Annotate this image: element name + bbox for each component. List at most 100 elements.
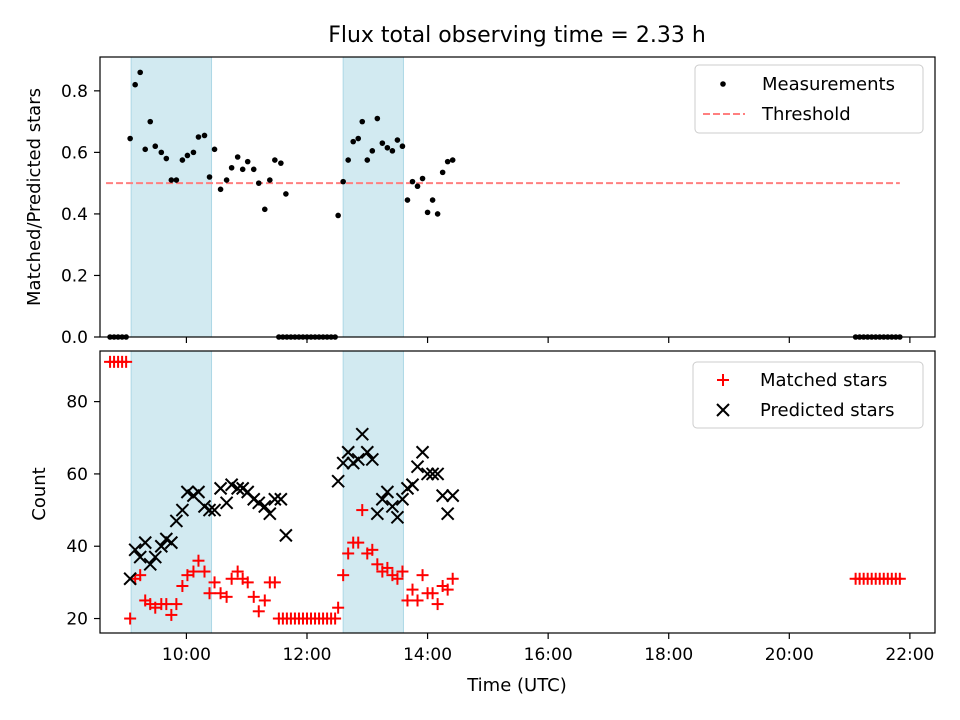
matched-stars-point <box>401 594 414 607</box>
legend-matched-marker <box>717 374 729 386</box>
measurements-point <box>168 177 175 183</box>
y-tick-label: 60 <box>66 465 88 485</box>
measurements-point <box>409 178 416 185</box>
y-tick-label: 80 <box>66 393 88 413</box>
predicted-stars-point <box>123 572 137 586</box>
predicted-stars-point <box>440 506 455 521</box>
predicted-stars-point <box>435 488 450 503</box>
x-tick-label: 22:00 <box>885 645 934 665</box>
count-panel-frame <box>99 350 936 634</box>
predicted-stars-point <box>331 474 345 488</box>
ratio-legend-box <box>694 64 924 134</box>
matched-stars-point <box>247 590 260 603</box>
predicted-stars-point <box>252 496 266 510</box>
count-panel-legend: Matched stars Predicted stars <box>692 361 924 429</box>
matched-stars-point <box>225 572 238 585</box>
measurements-point <box>163 155 170 162</box>
predicted-stars-point <box>191 485 206 499</box>
matched-stars-point <box>231 565 244 578</box>
y-tick-label: 20 <box>66 610 88 630</box>
predicted-stars-point <box>268 492 282 506</box>
predicted-stars-point <box>128 543 142 557</box>
predicted-stars-point <box>224 478 239 492</box>
predicted-stars-point <box>341 445 355 459</box>
ratio-panel-legend: Measurements Threshold <box>694 64 924 134</box>
ratio-panel-frame <box>99 56 936 338</box>
measurements-point <box>211 146 218 153</box>
measurements-point <box>147 118 154 125</box>
measurements-point <box>132 81 138 88</box>
legend-predicted-label: Predicted stars <box>760 400 894 421</box>
x-axis-label: Time (UTC) <box>466 675 567 696</box>
predicted-stars-point <box>410 459 425 474</box>
matched-stars-point <box>165 608 178 621</box>
legend-measurements-label: Measurements <box>762 74 895 95</box>
measurements-point <box>345 157 351 163</box>
predicted-stars-point <box>154 539 169 553</box>
ratio-panel-shaded-intervals <box>130 56 404 338</box>
matched-stars-point <box>441 583 454 596</box>
measurements-point <box>261 206 268 213</box>
measurements-point <box>399 143 406 150</box>
predicted-stars-point <box>351 452 365 467</box>
y-tick-label: 0.6 <box>61 143 88 163</box>
count-panel-ylabel: Count <box>29 467 50 520</box>
matched-stars-point <box>160 598 173 611</box>
matched-stars-point <box>120 355 133 368</box>
predicted-stars-point <box>380 485 395 499</box>
measurements-point <box>364 157 371 163</box>
predicted-stars-point <box>133 550 147 564</box>
matched-stars-point <box>332 601 345 614</box>
measurements-point <box>228 164 235 171</box>
measurements-point <box>384 144 391 151</box>
ratio-panel-y-ticks: 0.0 0.2 0.4 0.6 0.8 <box>61 82 100 348</box>
predicted-stars-point <box>336 456 350 470</box>
predicted-stars-point <box>207 503 222 517</box>
count-panel-y-ticks: 20 40 60 80 <box>66 393 100 630</box>
measurements-point <box>335 212 341 219</box>
count-panel: 10:00 12:00 14:00 16:00 18:00 20:00 22:00 20 40… <box>29 350 936 696</box>
measurements-point <box>394 137 401 143</box>
matched-stars-point <box>426 587 439 600</box>
ratio-panel: 0.00.20.40.60.8 Matched/Predicted stars … <box>24 56 936 348</box>
predicted-stars-point <box>138 535 152 550</box>
measurements-point <box>374 115 381 122</box>
measurements-point <box>434 211 441 217</box>
legend-threshold-label: Threshold <box>761 104 851 125</box>
predicted-stars-point <box>385 499 400 514</box>
measurements-point <box>239 166 246 173</box>
measurements-point <box>369 148 376 154</box>
matched-stars-point <box>192 554 205 567</box>
measurements-point <box>179 157 186 163</box>
measurements-point <box>404 197 411 203</box>
measurements-point <box>223 177 230 183</box>
matched-stars-point <box>268 576 281 589</box>
measurements-point <box>217 186 224 193</box>
measurements-point <box>190 149 197 156</box>
matched-stars-point <box>371 558 384 571</box>
predicted-stars-point <box>148 550 162 564</box>
matched-stars-point <box>203 587 216 600</box>
predicted-stars-point <box>445 488 460 503</box>
measurements-point <box>234 154 241 160</box>
measurements-point <box>142 146 149 153</box>
matched-stars-point <box>446 572 459 585</box>
predicted-stars-point <box>180 485 195 499</box>
matched-stars-point <box>352 536 365 549</box>
measurements-point <box>359 118 366 125</box>
predicted-stars-point <box>425 467 440 481</box>
matched-stars-point <box>176 580 189 592</box>
measurements-point <box>414 183 421 190</box>
predicted-stars-point <box>390 510 405 525</box>
measurements-point <box>206 174 213 180</box>
measurements-point <box>127 135 133 142</box>
predicted-stars-point <box>213 481 228 496</box>
measurements-point <box>424 209 431 216</box>
count-panel-series <box>104 355 906 625</box>
matched-stars-point <box>187 565 200 578</box>
measurements-point <box>201 132 208 139</box>
matched-stars-point <box>214 587 227 600</box>
legend-measurements-marker <box>720 81 726 87</box>
measurements-point <box>267 177 273 183</box>
shaded-interval-1 <box>342 56 404 338</box>
